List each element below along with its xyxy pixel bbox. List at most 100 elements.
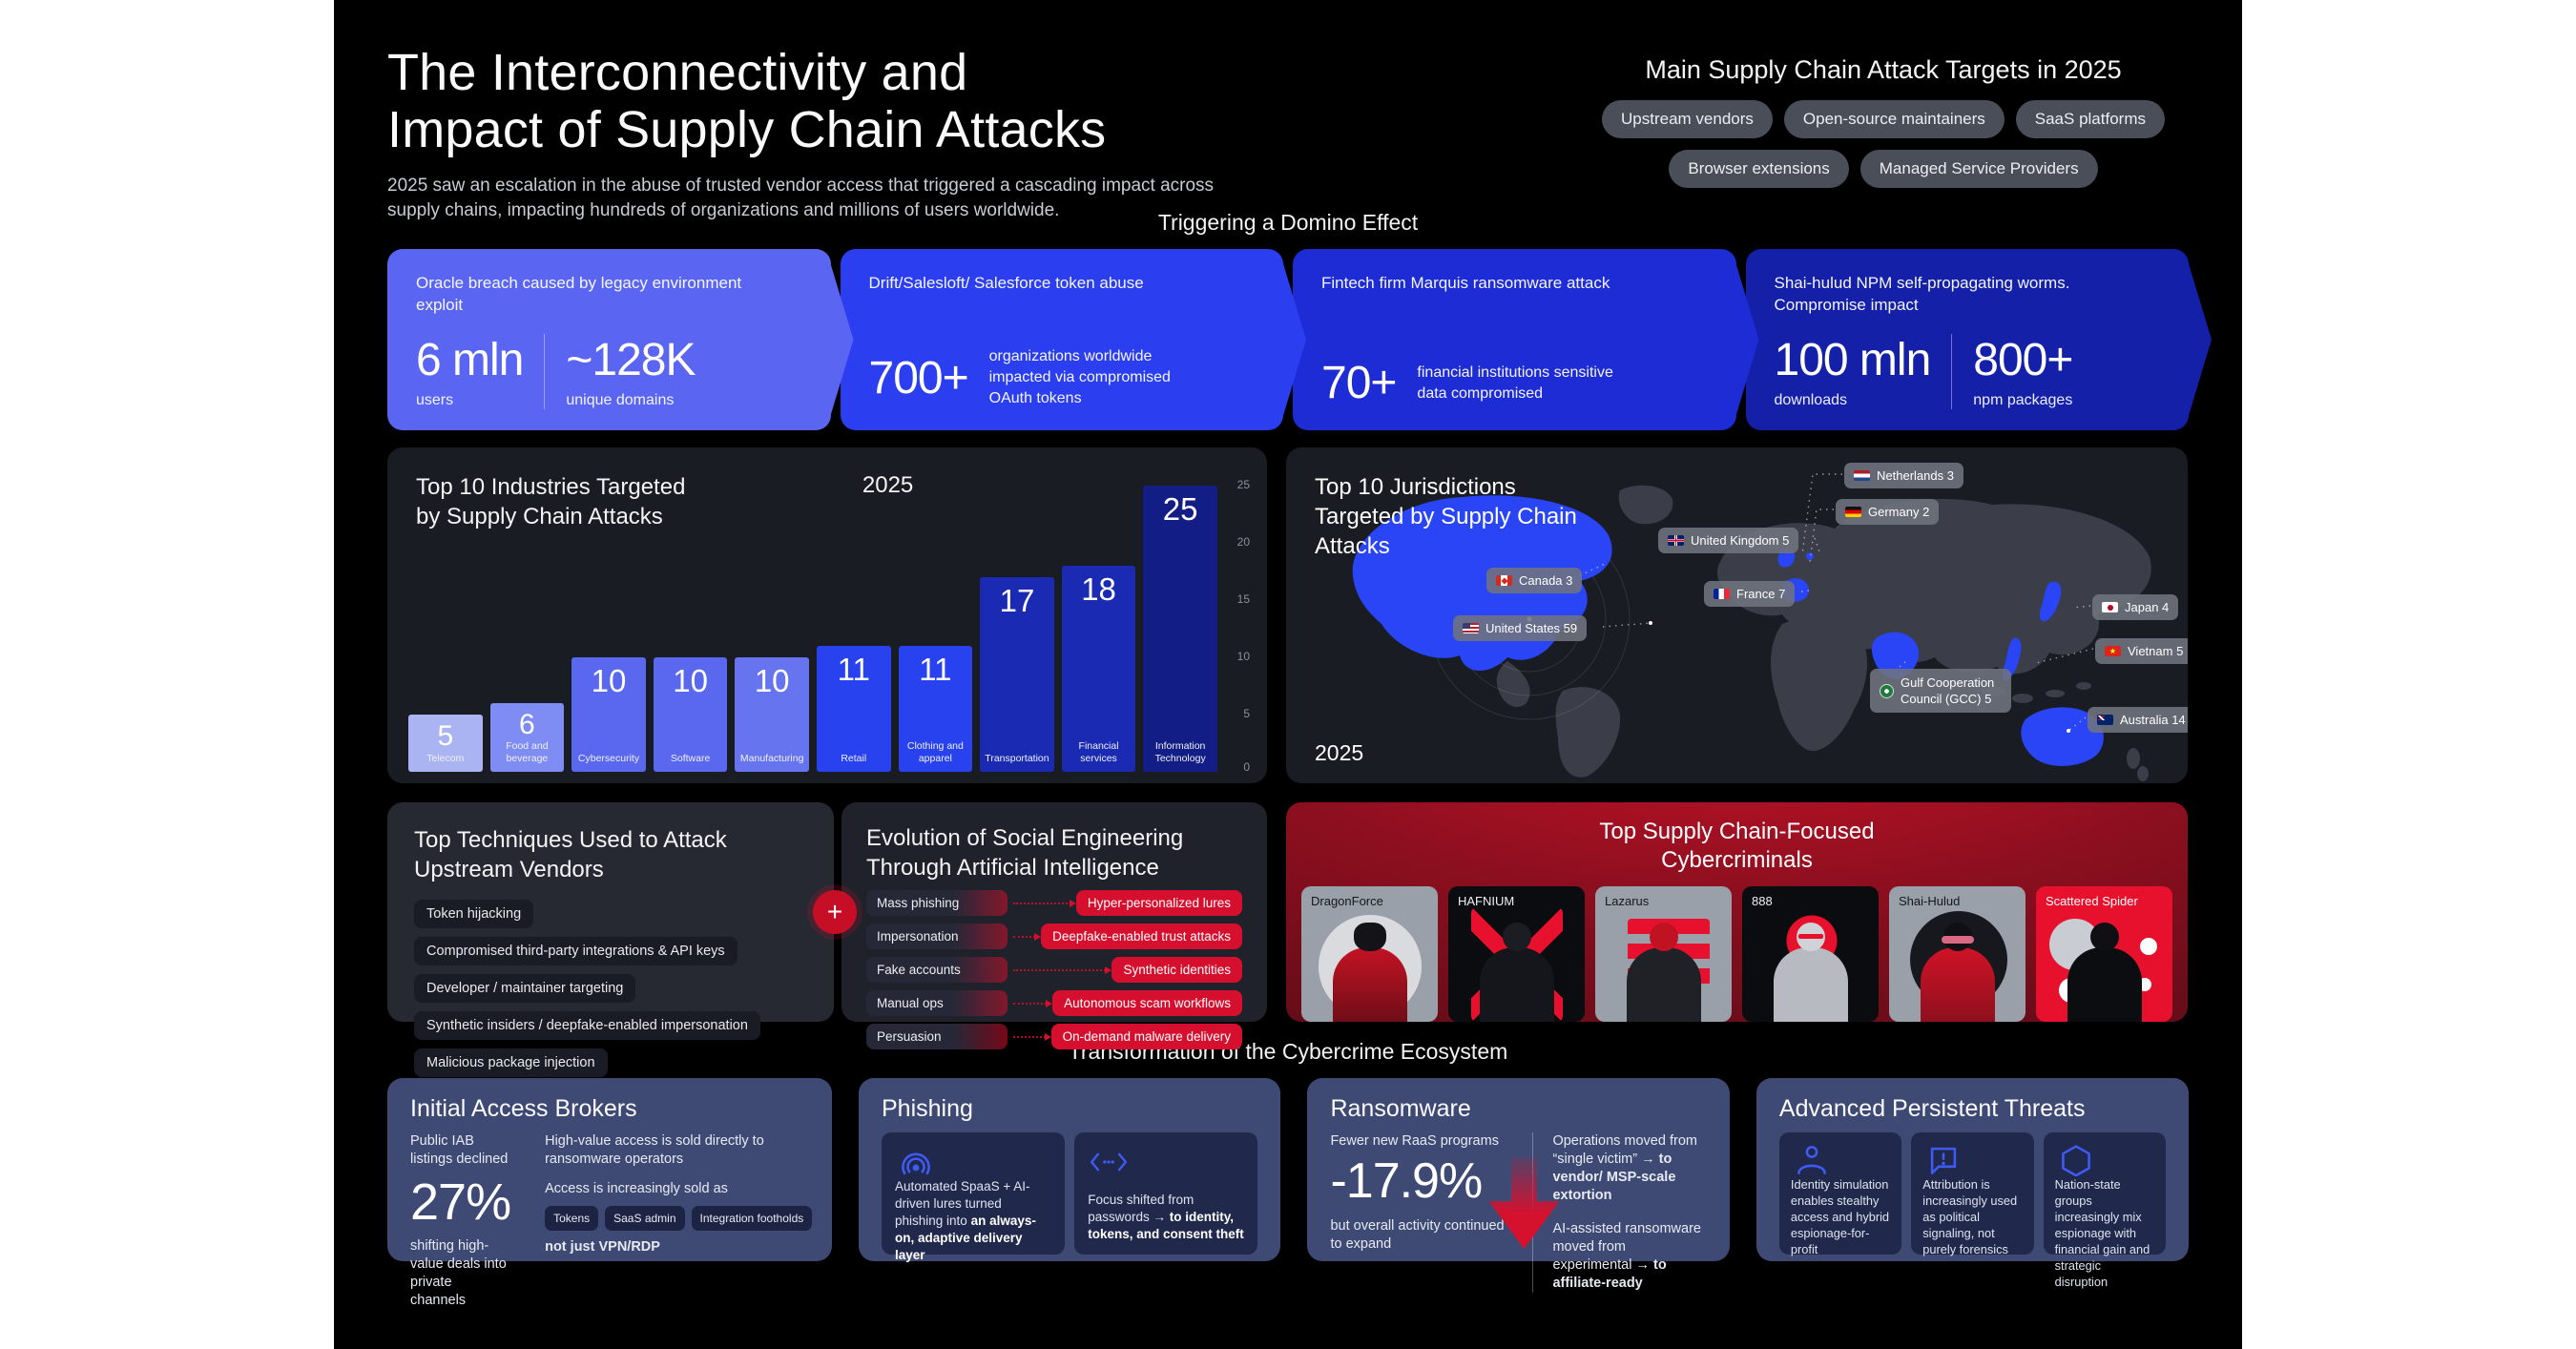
germany-flag-icon xyxy=(1845,507,1861,517)
portrait xyxy=(1502,923,1531,951)
hexagon-icon xyxy=(2061,1145,2090,1176)
criminal-card-888: 888 xyxy=(1742,886,1879,1022)
attack-targets-block: Main Supply Chain Attack Targets in 2025… xyxy=(1578,44,2189,188)
y-axis-tick: 15 xyxy=(1236,592,1250,606)
cybercriminals-panel: Top Supply Chain-Focused Cybercriminals … xyxy=(1286,802,2188,1022)
map-label-germany: Germany 2 xyxy=(1836,499,1940,525)
evolution-row: Fake accounts Synthetic identities xyxy=(866,957,1242,983)
middle-row: Top Techniques Used to Attack Upstream V… xyxy=(387,802,2189,1077)
evolution-row: Manual ops Autonomous scam workflows xyxy=(866,990,1242,1016)
chart-title: Top 10 Industries Targeted by Supply Cha… xyxy=(416,474,686,529)
technique-pill: Malicious package injection xyxy=(414,1048,608,1077)
france-flag-icon xyxy=(1714,589,1730,599)
iab-decline-value: 27% xyxy=(410,1173,511,1231)
domino-card-oracle: Oracle breach caused by legacy environme… xyxy=(387,249,831,430)
bar-food-and-beverage: 6 Food and beverage xyxy=(489,703,565,772)
y-axis-tick: 5 xyxy=(1243,707,1250,720)
phishing-panel: Phishing Automated SpaaS + AI-driven lur… xyxy=(859,1078,1281,1262)
domino-strip: Oracle breach caused by legacy environme… xyxy=(387,249,2189,430)
stat-label: users xyxy=(416,392,454,408)
evolution-row: Impersonation Deepfake-enabled trust atta… xyxy=(866,924,1242,949)
map-label-canada: Canada 3 xyxy=(1486,568,1583,593)
stat-value: 700+ xyxy=(868,352,969,404)
us-flag-icon xyxy=(1463,623,1479,633)
stat-label: organizations worldwide impacted via com… xyxy=(988,348,1171,406)
map-label-united-states: United States 59 xyxy=(1453,615,1588,641)
stat-value: 100 mln xyxy=(1774,335,1932,385)
bar-retail: 11 Retail xyxy=(816,646,891,772)
techniques-panel: Top Techniques Used to Attack Upstream V… xyxy=(387,802,834,1077)
arrow-connector xyxy=(1013,1032,1051,1041)
industries-bar-chart-panel: Top 10 Industries Targeted by Supply Cha… xyxy=(387,447,1267,783)
divider xyxy=(1951,334,1953,409)
stat-value: 6 mln xyxy=(416,335,524,385)
stat-label: financial institutions sensitive data co… xyxy=(1417,363,1613,402)
access-pill: Integration footholds xyxy=(691,1206,813,1231)
arrow-connector xyxy=(1013,965,1112,974)
map-title: Top 10 Jurisdictions Targeted by Supply … xyxy=(1315,474,1577,559)
y-axis-tick: 25 xyxy=(1236,478,1250,491)
portrait xyxy=(2089,923,2119,951)
access-pill: SaaS admin xyxy=(605,1206,685,1231)
target-pill: Upstream vendors xyxy=(1602,100,1773,138)
map-label-australia: Australia 14 xyxy=(2088,707,2188,733)
target-pill: SaaS platforms xyxy=(2015,100,2165,138)
map-year-label: 2025 xyxy=(1315,740,1364,765)
ransomware-panel: Ransomware Fewer new RaaS programs -17.9… xyxy=(1307,1078,1730,1293)
bar-information-technology: 25 Information Technology xyxy=(1143,486,1217,772)
y-axis-tick: 10 xyxy=(1236,650,1250,663)
stat-value: 70+ xyxy=(1321,358,1397,408)
initial-access-brokers-panel: Initial Access Brokers Public IAB listin… xyxy=(387,1078,832,1308)
stat-label: unique domains xyxy=(566,392,675,408)
stat-value: ~128K xyxy=(566,335,696,385)
page-title: The Interconnectivity and Impact of Supp… xyxy=(387,44,1107,158)
access-pill: Tokens xyxy=(545,1206,599,1231)
bar-financial-services: 18 Financial services xyxy=(1061,566,1136,772)
portrait xyxy=(1796,923,1825,951)
radar-icon xyxy=(902,1152,930,1175)
panel-title: Initial Access Brokers xyxy=(410,1095,637,1122)
domino-heading: Triggering a Domino Effect xyxy=(1157,210,1419,235)
arrow-connector xyxy=(1013,899,1076,907)
target-pill: Browser extensions xyxy=(1669,150,1849,188)
person-icon xyxy=(1797,1146,1826,1174)
australia-flag-icon xyxy=(2097,715,2113,725)
portrait xyxy=(1649,923,1678,951)
japan-flag-icon xyxy=(2102,602,2118,612)
technique-pill: Synthetic insiders / deepfake-enabled im… xyxy=(414,1011,760,1040)
alert-bubble-icon xyxy=(1931,1147,1957,1174)
map-label-vietnam: ★ Vietnam 5 xyxy=(2095,638,2188,664)
stat-value: 800+ xyxy=(1973,335,2073,385)
raas-decline-value: -17.9% xyxy=(1330,1153,1483,1209)
y-axis-tick: 0 xyxy=(1243,760,1250,774)
header: The Interconnectivity and Impact of Supp… xyxy=(387,44,2189,223)
technique-pill: Compromised third-party integrations & A… xyxy=(414,937,737,965)
technique-pill: Developer / maintainer targeting xyxy=(414,974,636,1003)
apt-card-attribution: Attribution is increasingly used as poli… xyxy=(1911,1132,2034,1256)
bar-transportation: 17 Transportation xyxy=(980,577,1054,772)
evolution-row: Mass phishing Hyper-personalized lures xyxy=(866,890,1242,916)
map-label-france: France 7 xyxy=(1704,581,1796,607)
stat-label: downloads xyxy=(1774,392,1848,408)
criminal-card-hafnium: HAFNIUM xyxy=(1448,886,1585,1022)
portrait xyxy=(1353,923,1386,951)
panel-title: Phishing xyxy=(882,1095,973,1122)
criminal-card-shai-hulud: Shai-Hulud xyxy=(1889,886,2025,1022)
bar-cybersecurity: 10 Cybersecurity xyxy=(571,657,646,772)
criminal-card-dragonforce: DragonForce xyxy=(1301,886,1438,1022)
bar-series: 5 Telecom 6 Food and beverage 10 Cybersecur… xyxy=(408,486,1217,772)
chart-year-label: 2025 xyxy=(862,472,914,498)
attack-target-pills: Upstream vendors Open-source maintainers… xyxy=(1578,100,2189,188)
portrait xyxy=(1941,923,1974,951)
bar-manufacturing: 10 Manufacturing xyxy=(735,657,809,772)
map-label-gcc: Gulf Cooperation Council (GCC) 5 xyxy=(1870,669,2011,713)
target-pill: Open-source maintainers xyxy=(1783,100,2005,138)
bar-telecom: 5 Telecom xyxy=(408,715,483,772)
title-block: The Interconnectivity and Impact of Supp… xyxy=(387,44,1227,223)
target-pill: Managed Service Providers xyxy=(1859,150,2098,188)
domino-card-salesforce: Drift/Salesloft/ Salesforce token abuse … xyxy=(840,249,1283,430)
vietnam-flag-icon: ★ xyxy=(2105,646,2121,656)
apt-panel: Advanced Persistent Threats Identity sim… xyxy=(1755,1078,2189,1289)
apt-card-identity: Identity simulation enables stealthy acc… xyxy=(1778,1132,1902,1256)
bar-software: 10 Software xyxy=(653,657,728,772)
